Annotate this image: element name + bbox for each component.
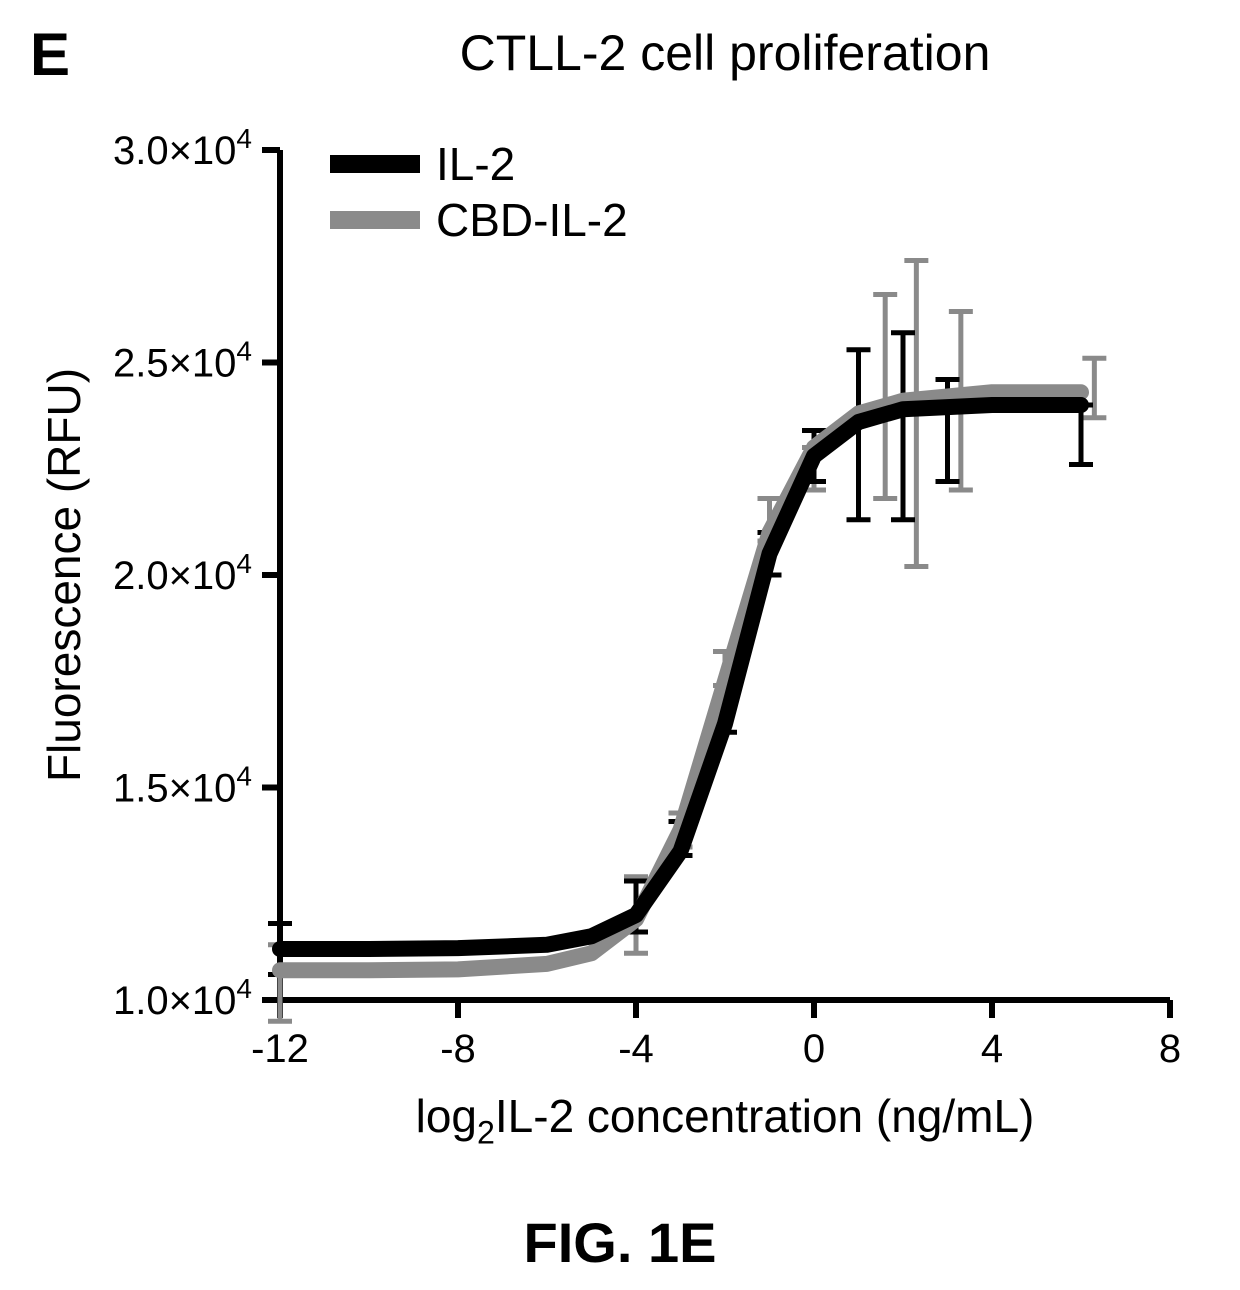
figure-container: E CTLL-2 cell proliferation -12 -8 -4 0 4 8 1.0… — [0, 0, 1240, 1290]
svg-text:2.0×104: 2.0×104 — [113, 548, 252, 598]
svg-text:3.0×104: 3.0×104 — [113, 123, 252, 173]
svg-text:CBD-IL-2: CBD-IL-2 — [436, 194, 628, 246]
svg-text:2.5×104: 2.5×104 — [113, 336, 252, 386]
svg-text:Fluorescence (RFU): Fluorescence (RFU) — [38, 368, 90, 782]
svg-text:CTLL-2 cell proliferation: CTLL-2 cell proliferation — [460, 25, 991, 81]
svg-text:IL-2: IL-2 — [436, 138, 515, 190]
proliferation-chart: CTLL-2 cell proliferation -12 -8 -4 0 4 8 1.0×1… — [0, 0, 1240, 1160]
svg-text:log2IL-2 concentration (ng/mL): log2IL-2 concentration (ng/mL) — [416, 1090, 1035, 1151]
panel-label: E — [30, 20, 70, 89]
svg-text:-4: -4 — [618, 1027, 654, 1071]
svg-text:8: 8 — [1159, 1027, 1181, 1071]
svg-text:-8: -8 — [440, 1027, 476, 1071]
figure-caption: FIG. 1E — [0, 1210, 1240, 1275]
svg-text:1.0×104: 1.0×104 — [113, 973, 252, 1023]
svg-text:0: 0 — [803, 1027, 825, 1071]
svg-text:-12: -12 — [251, 1027, 309, 1071]
svg-text:1.5×104: 1.5×104 — [113, 761, 252, 811]
svg-text:4: 4 — [981, 1027, 1003, 1071]
